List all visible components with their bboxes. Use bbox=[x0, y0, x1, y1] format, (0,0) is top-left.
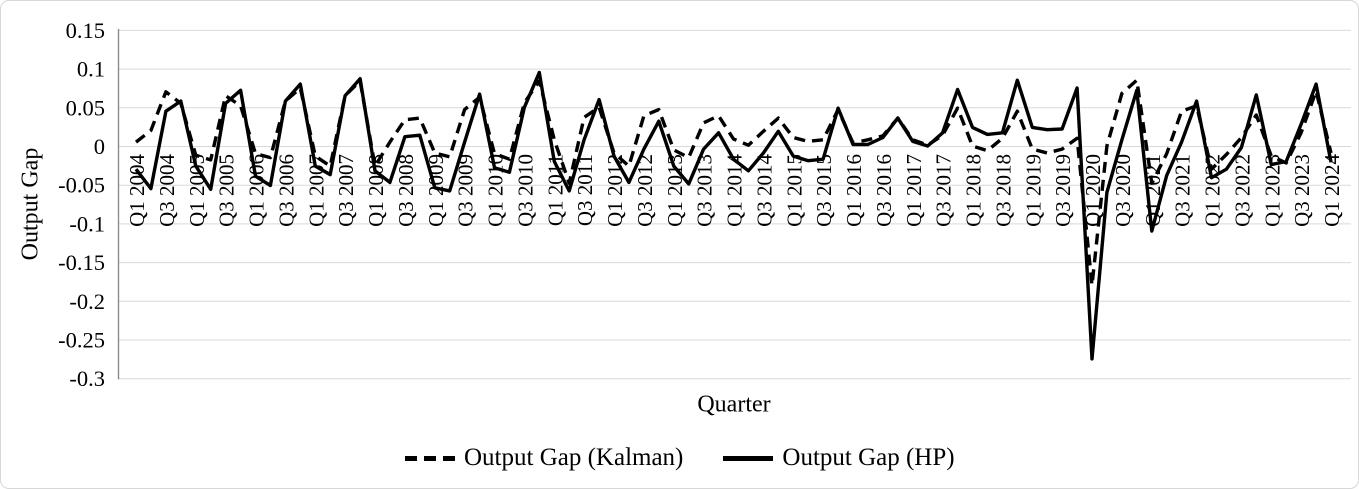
x-tick-label: Q3 2010 bbox=[513, 154, 537, 227]
x-tick-label: Q3 2014 bbox=[752, 154, 776, 227]
y-tick-label: 0.15 bbox=[66, 18, 105, 43]
x-tick-label: Q1 2008 bbox=[364, 154, 388, 227]
x-tick-label: Q3 2016 bbox=[872, 154, 896, 227]
x-axis-title: Quarter bbox=[697, 391, 771, 418]
x-tick-label: Q1 2023 bbox=[1260, 154, 1284, 227]
x-tick-label: Q1 2016 bbox=[842, 154, 866, 227]
legend-label-kalman: Output Gap (Kalman) bbox=[464, 444, 684, 471]
legend-item-kalman: Output Gap (Kalman) bbox=[405, 444, 683, 472]
y-tick-label: -0.15 bbox=[58, 250, 105, 275]
x-tick-label: Q1 2019 bbox=[1021, 154, 1045, 227]
x-tick-label: Q1 2015 bbox=[782, 154, 806, 227]
y-tick-label: -0.3 bbox=[69, 366, 105, 391]
x-tick-label: Q3 2018 bbox=[991, 154, 1015, 227]
x-tick-label: Q1 2018 bbox=[962, 154, 986, 227]
x-tick-label: Q1 2022 bbox=[1201, 154, 1225, 227]
x-tick-label: Q1 2006 bbox=[245, 154, 269, 227]
x-tick-label: Q3 2008 bbox=[394, 154, 418, 227]
series-line-hp bbox=[134, 70, 1333, 361]
y-tick-label: 0.05 bbox=[66, 95, 105, 120]
x-tick-label: Q3 2006 bbox=[274, 154, 298, 227]
x-tick-label: Q3 2015 bbox=[812, 154, 836, 227]
x-tick-label: Q3 2017 bbox=[932, 154, 956, 227]
y-tick-label: -0.2 bbox=[69, 289, 105, 314]
legend-label-hp: Output Gap (HP) bbox=[782, 444, 955, 471]
x-tick-label: Q1 2004 bbox=[125, 154, 149, 227]
x-tick-label: Q3 2004 bbox=[155, 154, 179, 227]
x-tick-label: Q1 2012 bbox=[603, 154, 627, 227]
x-tick-label: Q3 2023 bbox=[1290, 154, 1314, 227]
y-tick-label: -0.1 bbox=[69, 211, 105, 236]
dashed-line-swatch bbox=[405, 455, 455, 461]
legend-item-hp: Output Gap (HP) bbox=[723, 444, 955, 472]
x-tick-label: Q1 2024 bbox=[1320, 154, 1344, 227]
x-tick-label: Q3 2007 bbox=[334, 154, 358, 227]
x-tick-label: Q1 2017 bbox=[902, 154, 926, 227]
y-tick-label: -0.25 bbox=[58, 328, 105, 353]
y-tick-label: 0 bbox=[94, 134, 105, 159]
legend: Output Gap (Kalman) Output Gap (HP) bbox=[405, 444, 955, 472]
x-tick-label: Q3 2019 bbox=[1051, 154, 1075, 227]
x-tick-label: Q3 2022 bbox=[1230, 154, 1254, 227]
x-tick-label: Q3 2021 bbox=[1171, 154, 1195, 227]
solid-line-swatch bbox=[723, 455, 774, 461]
y-tick-label: 0.1 bbox=[77, 57, 105, 82]
y-axis-title: Output Gap bbox=[17, 147, 44, 261]
y-tick-label: -0.05 bbox=[58, 173, 105, 198]
x-tick-label: Q3 2005 bbox=[215, 154, 239, 227]
